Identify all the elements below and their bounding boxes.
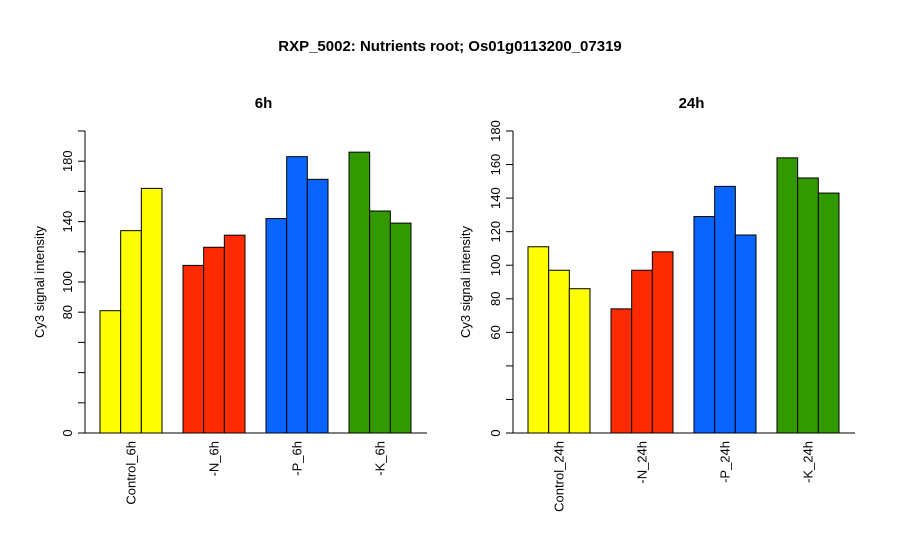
bar (120, 230, 142, 434)
chart-main-title: RXP_5002: Nutrients root; Os01g0113200_0… (278, 38, 622, 55)
y-tick-label: 0 (60, 429, 75, 436)
x-category-label: -N_6h (207, 441, 222, 476)
chart-panel-6h: 6h Cy3 signal intensity 0 80 100 140 180 Contro… (32, 95, 427, 505)
x-category-label: Control_6h (124, 441, 139, 505)
y-tick-label: 160 (488, 154, 503, 176)
panel-title: 6h (255, 95, 273, 112)
y-tick-label: 60 (488, 325, 503, 339)
y-tick-label: 80 (488, 292, 503, 306)
bar (651, 251, 674, 434)
y-axis-label: Cy3 signal intensity (458, 226, 473, 338)
bar (734, 234, 757, 434)
x-category-label: -K_6h (373, 441, 388, 476)
bar (265, 218, 288, 434)
x-category-label: -P_24h (718, 441, 733, 483)
bar (693, 216, 716, 434)
bar (99, 310, 122, 434)
panel-title: 24h (679, 95, 705, 112)
bar (714, 185, 736, 434)
bar (140, 187, 163, 434)
bar (389, 222, 412, 434)
y-axis-label: Cy3 signal intensity (32, 226, 47, 338)
bar (306, 178, 329, 434)
y-tick-label: 180 (488, 120, 503, 142)
bar (223, 234, 246, 434)
bar (548, 269, 570, 434)
y-tick-label: 180 (60, 150, 75, 172)
x-category-label: -N_24h (635, 441, 650, 484)
bar (776, 157, 799, 434)
bar (203, 246, 225, 434)
bar (568, 288, 591, 434)
bar (610, 308, 633, 434)
y-tick-label: 100 (60, 271, 75, 293)
y-tick-label: 80 (60, 305, 75, 319)
x-category-label: Control_24h (552, 441, 567, 512)
chart-panel-24h: 24h Cy3 signal intensity 0 60 80 100 120 140 160… (458, 95, 855, 512)
bar (369, 210, 391, 434)
y-tick-label: 100 (488, 254, 503, 276)
y-tick-label: 120 (488, 221, 503, 243)
bar (817, 192, 840, 434)
bar (182, 264, 205, 434)
x-category-label: -K_24h (801, 441, 816, 483)
x-category-label: -P_6h (290, 441, 305, 476)
y-tick-label: 140 (60, 211, 75, 233)
y-tick-label: 140 (488, 187, 503, 209)
bar (631, 269, 653, 434)
y-tick-label: 0 (488, 429, 503, 436)
bar (527, 246, 550, 434)
bar (797, 177, 819, 434)
bar (348, 151, 371, 434)
bar (286, 156, 308, 434)
